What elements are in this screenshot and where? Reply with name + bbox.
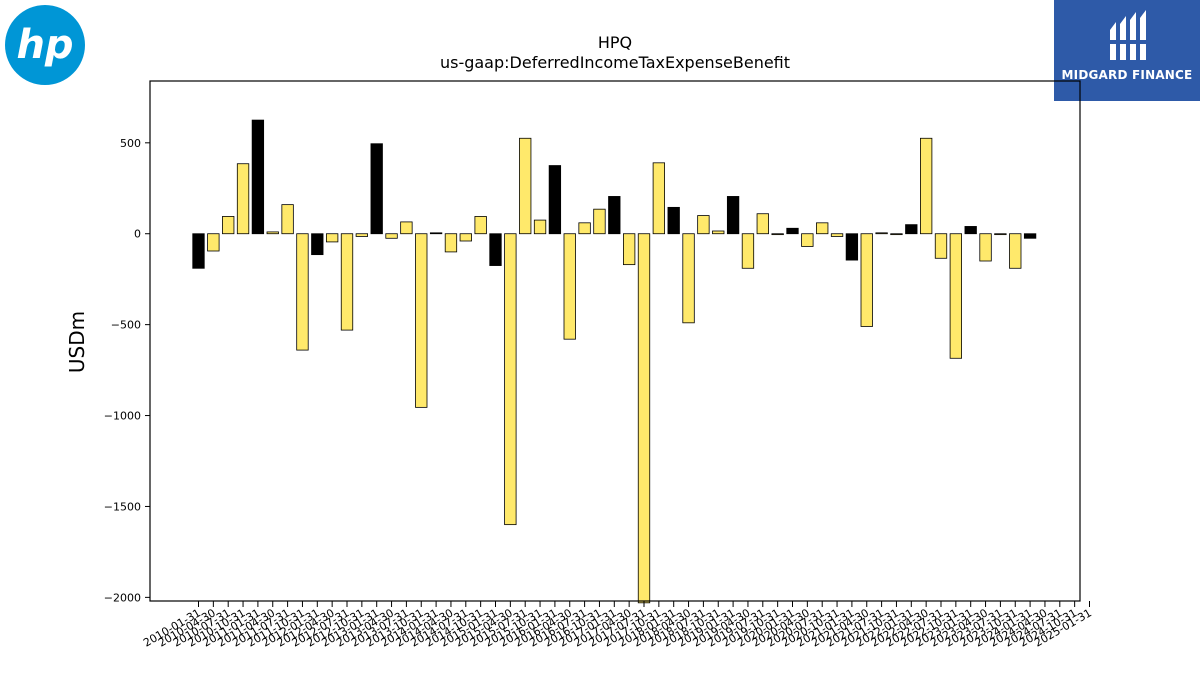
- bar-2011-10-31: [296, 233, 309, 351]
- bar-2022-01-31: [905, 224, 918, 235]
- hp-logo-text: hp: [16, 22, 73, 68]
- bar-2015-04-30: [504, 233, 517, 526]
- bar-2011-04-30: [266, 231, 279, 235]
- bar-2022-07-31: [934, 233, 948, 259]
- bar-2021-07-31: [875, 232, 888, 235]
- y-axis-label: USDm: [65, 311, 89, 373]
- bar-2018-04-30: [682, 233, 695, 324]
- bar-2013-04-30: [385, 233, 398, 239]
- y-tick-label: 0: [134, 228, 141, 241]
- chart-title: HPQ: [598, 33, 632, 52]
- bar-2013-01-31: [370, 143, 383, 235]
- bar-2015-01-31: [489, 233, 502, 266]
- bar-2023-10-31: [1009, 233, 1022, 269]
- bar-2013-10-31: [415, 233, 428, 408]
- bar-2018-07-31: [697, 215, 710, 235]
- bar-2016-04-30: [563, 233, 576, 340]
- y-axis: 500 0 −500 −1000 −1500 −2000: [104, 137, 150, 604]
- bar-2024-01-31: [1023, 233, 1037, 239]
- plot-frame: [149, 80, 1081, 602]
- bar-2010-07-31: [222, 216, 235, 235]
- bars-group: [192, 119, 1037, 604]
- bar-2019-10-31: [771, 233, 784, 236]
- bar-2021-04-30: [860, 233, 873, 327]
- bar-2012-10-31: [355, 233, 369, 237]
- y-tick-label: −1000: [104, 410, 141, 423]
- bar-2016-10-31: [593, 208, 606, 235]
- bar-2023-07-31: [994, 233, 1007, 236]
- bar-2017-10-31: [652, 162, 665, 235]
- bar-2011-07-31: [281, 204, 294, 235]
- bar-2017-04-30: [623, 233, 636, 266]
- chart-subtitle: us-gaap:DeferredIncomeTaxExpenseBenefit: [440, 53, 790, 72]
- bar-2014-07-31: [459, 233, 472, 242]
- bar-2022-10-31: [949, 233, 962, 359]
- bar-2012-07-31: [340, 233, 354, 331]
- y-tick-label: −500: [111, 319, 141, 332]
- bar-2018-10-31: [712, 230, 725, 235]
- bar-2016-07-31: [578, 222, 591, 235]
- bar-2019-04-30: [741, 233, 755, 269]
- bar-2012-04-30: [325, 233, 339, 243]
- midgard-emblem-icon: [1108, 10, 1148, 60]
- bar-2021-01-31: [845, 233, 859, 261]
- bar-2014-04-30: [444, 233, 458, 253]
- bar-2019-07-31: [756, 213, 769, 235]
- bar-2014-01-31: [429, 232, 443, 235]
- bar-2015-10-31: [533, 219, 547, 235]
- bar-2010-10-31: [236, 163, 250, 235]
- bar-2022-04-30: [920, 137, 933, 235]
- midgard-logo-text: MIDGARD FINANCE: [1061, 68, 1193, 82]
- bar-2010-04-30: [207, 233, 220, 252]
- bar-2019-01-31: [726, 196, 740, 235]
- bar-2017-01-31: [608, 196, 621, 235]
- bar-2020-07-31: [816, 222, 829, 235]
- bar-2011-01-31: [251, 119, 265, 235]
- hp-logo-icon: hp: [5, 5, 85, 85]
- bar-2020-04-30: [801, 233, 814, 247]
- bar-2018-01-31: [667, 206, 680, 235]
- bar-2013-07-31: [400, 221, 413, 235]
- bar-2016-01-31: [548, 165, 562, 235]
- x-axis: 2010-01-312010-04-302010-07-312010-10-31…: [141, 601, 1094, 650]
- bar-2012-01-31: [311, 233, 324, 256]
- bar-2023-04-30: [979, 233, 992, 262]
- bar-2015-07-31: [519, 137, 532, 235]
- bar-2020-01-31: [786, 227, 799, 235]
- bar-2014-10-31: [474, 216, 487, 235]
- bar-2023-01-31: [964, 226, 977, 235]
- bar-2021-10-31: [890, 233, 903, 236]
- bar-2017-07-31: [637, 233, 651, 604]
- y-tick-label: −1500: [104, 500, 141, 513]
- bar-2020-10-31: [830, 233, 844, 237]
- bar-2010-01-31: [192, 233, 205, 269]
- midgard-logo-icon: MIDGARD FINANCE: [1054, 0, 1200, 101]
- y-tick-label: −2000: [104, 591, 141, 604]
- y-tick-label: 500: [120, 137, 141, 150]
